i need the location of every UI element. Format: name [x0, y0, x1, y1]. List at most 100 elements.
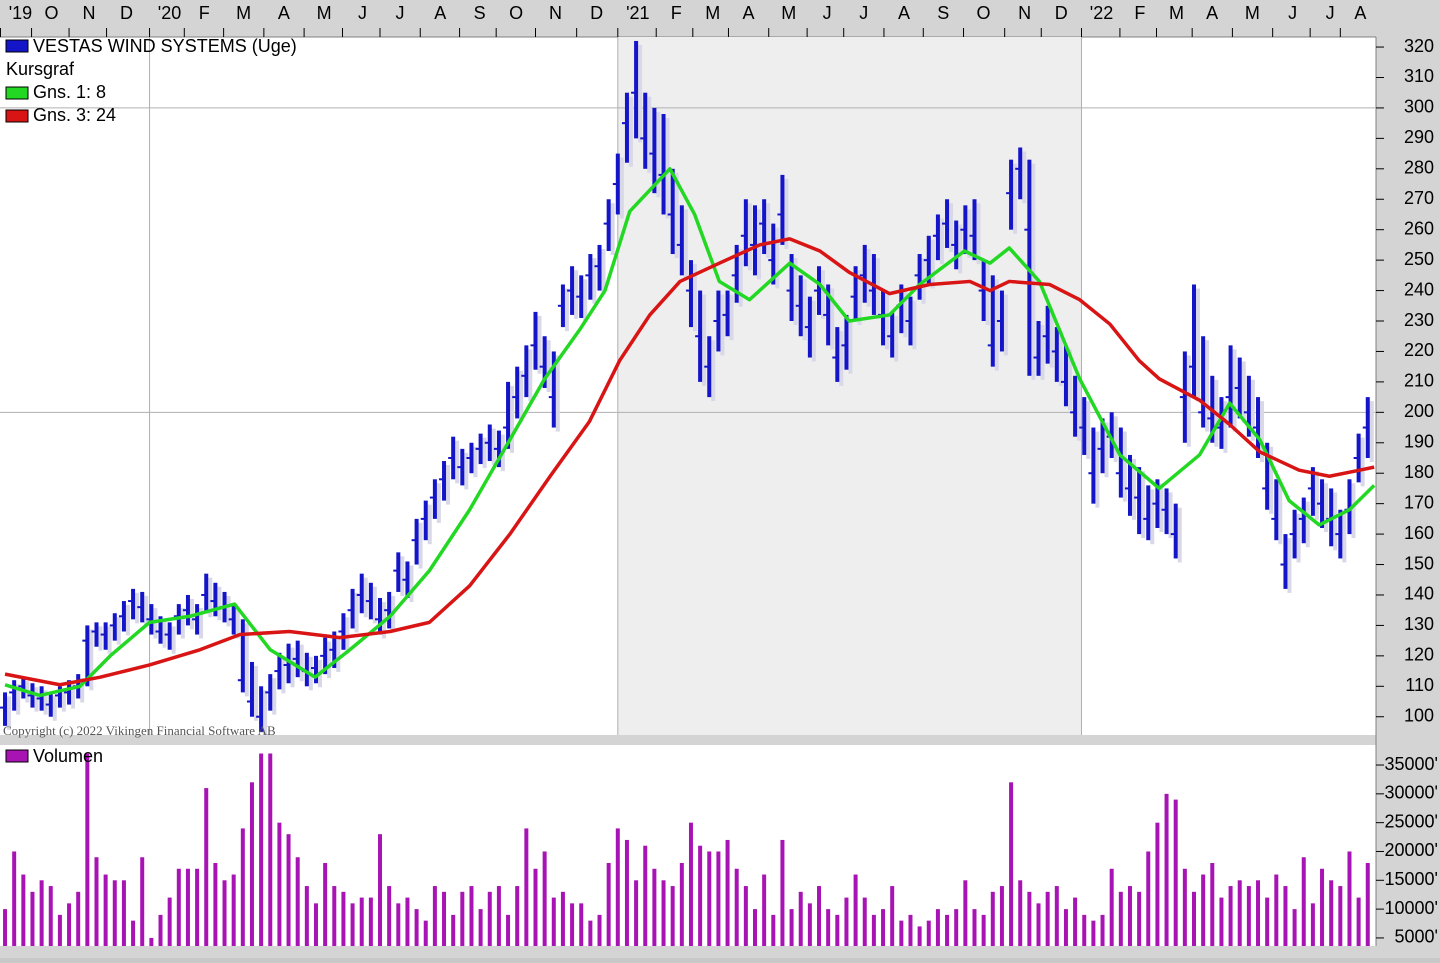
volume-bar	[85, 753, 90, 946]
y-tick-label: 20000'	[1385, 840, 1439, 860]
x-tick-label: A	[278, 3, 290, 23]
bar-shadow	[976, 203, 981, 265]
volume-bar	[185, 868, 190, 946]
volume-bar	[1365, 863, 1370, 946]
volume-bar	[506, 914, 511, 946]
y-tick-label: 170	[1404, 492, 1434, 512]
x-tick-label: F	[1134, 3, 1145, 23]
x-tick-label: F	[671, 3, 682, 23]
hl-bar	[1310, 467, 1315, 516]
bar-shadow	[7, 696, 12, 730]
volume-bar	[112, 880, 117, 946]
bar-shadow	[546, 340, 551, 392]
volume-bar	[624, 839, 629, 946]
hl-bar	[213, 582, 218, 617]
bar-shadow	[1077, 379, 1082, 441]
volume-bar	[259, 753, 264, 946]
volume-bar	[423, 920, 428, 946]
hl-bar	[1265, 442, 1270, 510]
y-tick-label: 230	[1404, 310, 1434, 330]
volume-bar	[807, 903, 812, 946]
hl-bar	[917, 254, 922, 300]
hl-bar	[1347, 479, 1352, 535]
bar-shadow	[1241, 361, 1246, 423]
bar-shadow	[464, 452, 469, 490]
hl-bar	[350, 588, 355, 629]
hl-bar	[734, 244, 739, 303]
volume-bar	[286, 834, 291, 946]
hl-bar	[1063, 345, 1068, 407]
bar-shadow	[811, 300, 816, 362]
volume-bar	[981, 914, 986, 946]
bar-shadow	[747, 203, 752, 271]
volume-bar	[478, 909, 483, 946]
bar-shadow	[1269, 446, 1274, 514]
bar-shadow	[1013, 163, 1018, 234]
bar-shadow	[244, 623, 249, 697]
bar-shadow	[253, 665, 258, 721]
bar-shadow	[711, 340, 716, 402]
volume-bar	[1073, 897, 1078, 946]
hl-bar	[990, 275, 995, 367]
hl-bar	[1301, 497, 1306, 544]
x-tick-label: M	[236, 3, 251, 23]
bar-shadow	[574, 270, 579, 319]
hl-bar	[835, 327, 840, 382]
volume-bar	[103, 874, 108, 946]
y-tick-label: 240	[1404, 279, 1434, 299]
x-tick-label: O	[45, 3, 59, 23]
hl-bar	[606, 199, 611, 251]
hl-bar	[1091, 427, 1096, 504]
x-tick-label: A	[1354, 3, 1366, 23]
bar-shadow	[290, 647, 295, 688]
bar-shadow	[784, 178, 789, 249]
x-tick-label: M	[317, 3, 332, 23]
volume-bar	[1146, 851, 1151, 946]
y-tick-label: 5000'	[1395, 927, 1438, 947]
volume-bar	[999, 886, 1004, 946]
volume-bar	[908, 914, 913, 946]
hl-bar	[396, 552, 401, 592]
x-tick-label: A	[1206, 3, 1218, 23]
legend-label: Gns. 3: 24	[33, 105, 116, 125]
volume-bar	[1045, 891, 1050, 946]
bar-shadow	[1177, 507, 1182, 563]
hl-bar	[853, 266, 858, 322]
hl-bar	[688, 260, 693, 328]
x-tick-label: N	[1018, 3, 1031, 23]
hl-bar	[3, 692, 8, 726]
bar-shadow	[866, 248, 871, 307]
bar-shadow	[1003, 294, 1008, 356]
y-tick-label: 220	[1404, 340, 1434, 360]
volume-bar	[387, 886, 392, 946]
hl-bar	[304, 652, 309, 687]
shaded-band	[617, 37, 1082, 735]
volume-bar	[817, 886, 822, 946]
bar-shadow	[592, 258, 597, 304]
volume-bar	[917, 926, 922, 946]
bar-shadow	[80, 678, 85, 703]
bar-shadow	[1104, 422, 1109, 478]
volume-bar	[670, 886, 675, 946]
volume-bar	[1191, 891, 1196, 946]
volume-bar	[853, 874, 858, 946]
hl-bar	[670, 168, 675, 255]
bar-shadow	[1305, 501, 1310, 548]
x-tick-label: '20	[158, 3, 181, 23]
bar-shadow	[61, 690, 66, 712]
bar-shadow	[692, 264, 697, 332]
y-tick-label: 35000'	[1385, 754, 1439, 774]
hl-bar	[414, 518, 419, 565]
volume-bar	[524, 828, 529, 946]
y-tick-label: 10000'	[1385, 898, 1439, 918]
volume-bar	[1347, 851, 1352, 946]
hl-bar	[1191, 284, 1196, 398]
bar-shadow	[400, 556, 405, 596]
volume-bar	[414, 909, 419, 946]
bar-shadow	[857, 270, 862, 326]
bar-shadow	[729, 294, 734, 341]
bar-shadow	[1122, 431, 1127, 502]
volume-bar	[76, 891, 81, 946]
hl-bar	[588, 254, 593, 300]
